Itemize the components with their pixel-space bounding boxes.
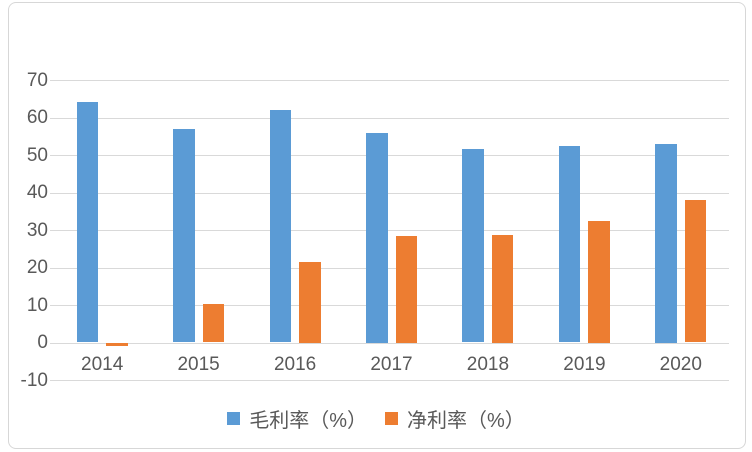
y-axis-tick-label: 30 — [26, 219, 48, 241]
y-axis-tick-label: 10 — [26, 294, 48, 316]
y-axis-tick-label: -10 — [20, 369, 48, 391]
y-axis-tick-label: 20 — [26, 257, 48, 278]
legend: 毛利率（%） 净利率（%） — [0, 404, 752, 433]
bar-series2-2019 — [588, 221, 610, 343]
gridline-30 — [50, 230, 729, 231]
x-axis-tick-label: 2019 — [563, 354, 606, 375]
bar-series1-2018 — [462, 148, 484, 343]
bar-series1-2015 — [173, 129, 195, 343]
bar-series1-2020 — [655, 143, 677, 343]
gridline--10 — [50, 380, 729, 381]
bar-series2-2020 — [684, 199, 707, 343]
x-axis-tick-label: 2020 — [659, 354, 702, 375]
legend-swatch-icon — [227, 412, 241, 425]
legend-item: 净利率（%） — [385, 404, 525, 433]
bar-series1-2017 — [366, 133, 388, 343]
legend-item: 毛利率（%） — [227, 404, 367, 433]
bar-series2-2016 — [299, 261, 321, 343]
bar-series1-2014 — [76, 101, 99, 343]
x-axis-tick-label: 2017 — [370, 354, 413, 375]
gridline-40 — [50, 192, 729, 194]
gridline-0 — [50, 342, 729, 344]
bar-series1-2019 — [558, 146, 581, 343]
gridline-10 — [50, 305, 729, 306]
bar-series2-2018 — [491, 235, 514, 343]
gridline-60 — [50, 117, 729, 119]
legend-label: 毛利率（%） — [249, 410, 367, 432]
bar-series2-2014 — [106, 342, 128, 346]
y-axis-tick-label: 50 — [26, 144, 48, 166]
bar-series1-2016 — [269, 110, 292, 343]
y-axis-tick-label: 0 — [37, 332, 48, 353]
legend-swatch-icon — [385, 412, 398, 425]
x-axis-tick-label: 2015 — [177, 354, 220, 375]
gridline-50 — [50, 155, 729, 156]
y-axis-tick-label: 40 — [26, 182, 48, 203]
x-axis-tick-label: 2014 — [81, 354, 124, 375]
gridline-20 — [50, 267, 729, 269]
y-axis-tick-label: 70 — [26, 69, 48, 91]
legend-label: 净利率（%） — [407, 410, 525, 432]
bar-series2-2017 — [395, 236, 417, 343]
y-axis-tick-label: 60 — [26, 107, 48, 128]
x-axis-tick-label: 2016 — [273, 354, 317, 375]
gridline-70 — [50, 80, 729, 81]
x-axis-tick-label: 2018 — [466, 354, 510, 375]
bar-series2-2015 — [202, 303, 225, 343]
